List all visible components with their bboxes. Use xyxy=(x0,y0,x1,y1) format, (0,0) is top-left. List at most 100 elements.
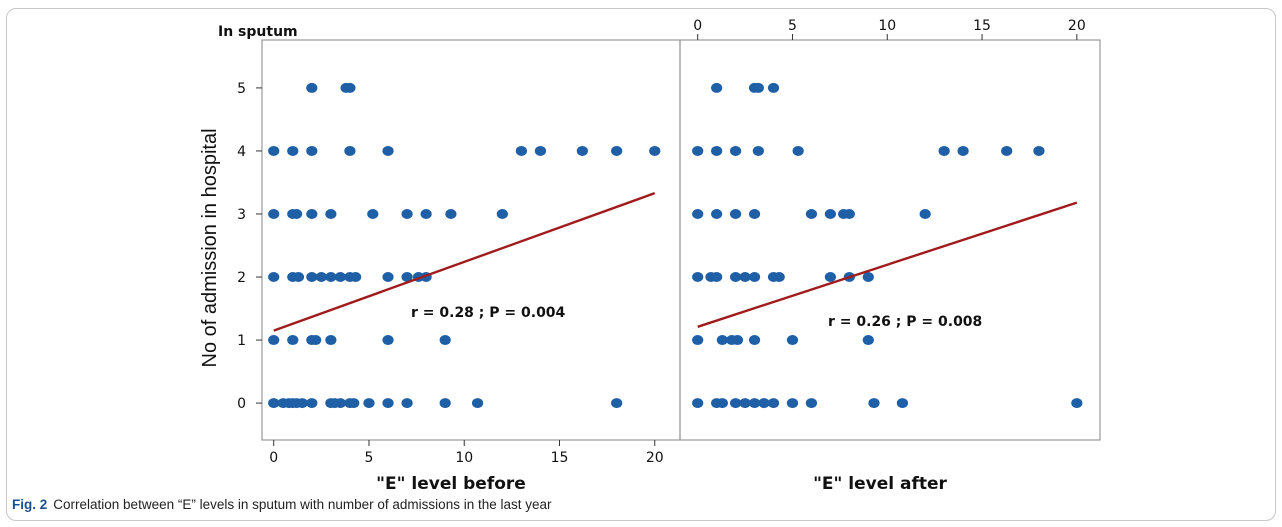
panel-2-data-point xyxy=(1071,398,1083,409)
panel-1-data-point xyxy=(306,208,318,219)
panel-1-data-point xyxy=(382,398,394,409)
panel-1-data-point xyxy=(439,398,451,409)
panel-2-data-point xyxy=(730,398,742,409)
panel-1-data-point xyxy=(268,145,280,156)
figure-caption: Fig. 2 Correlation between “E” levels in … xyxy=(12,497,552,512)
panel-1-data-point xyxy=(382,145,394,156)
panel-1-data-point xyxy=(382,272,394,283)
panel-2-data-point xyxy=(824,208,836,219)
panel-2-data-point xyxy=(716,398,728,409)
panel-1-data-point xyxy=(445,208,457,219)
panel-1-data-point xyxy=(401,272,413,283)
panel-1-data-point xyxy=(382,335,394,346)
panel-2-data-point xyxy=(896,398,909,409)
panel-1-data-point xyxy=(310,335,322,346)
panel-2-data-point xyxy=(711,272,723,283)
panel-2-data-point xyxy=(692,208,704,219)
panel-1-data-point xyxy=(306,398,318,409)
panel-2-data-point xyxy=(758,398,770,409)
panel-2-x-tick-label: 0 xyxy=(693,18,702,34)
panel-1-y-tick-label: 4 xyxy=(237,144,246,160)
panel-2-correlation-annotation: r = 0.26 ; P = 0.008 xyxy=(828,314,982,330)
panel-1-data-point xyxy=(515,145,527,156)
panel-2: 0 5 10 15 20 "E" level after r = 0.26 ; P = 0.… xyxy=(679,18,1101,494)
panel-1-y-axis-label: No of admission in hospital xyxy=(199,128,221,367)
panel-1-data-point xyxy=(401,398,413,409)
panel-1-data-point xyxy=(649,145,661,156)
panel-2-x-tick-label: 5 xyxy=(788,18,797,34)
panel-2-data-point xyxy=(862,272,874,283)
panel-1-data-point xyxy=(325,208,337,219)
caption-text: Correlation between “E” levels in sputum… xyxy=(53,497,552,512)
panel-1-data-point xyxy=(325,335,337,346)
panel-1-data-point xyxy=(367,208,379,219)
panel-2-data-point xyxy=(730,208,742,219)
panel-1-data-point xyxy=(287,145,299,156)
panel-1-y-tick-label: 5 xyxy=(237,81,246,97)
panel-2-data-point xyxy=(748,398,761,409)
panel-1-x-tick-label: 15 xyxy=(551,450,569,466)
panel-2-data-point xyxy=(957,145,969,156)
panel-1-panel-label: In sputum xyxy=(218,24,298,40)
panel-1-data-point xyxy=(306,145,318,156)
panel-1-data-point xyxy=(439,335,451,346)
panel-1-data-point xyxy=(296,398,308,409)
panel-1-x-tick-label: 5 xyxy=(365,450,374,466)
panel-2-data-point xyxy=(748,208,761,219)
panel-2-data-point xyxy=(824,272,836,283)
panel-1-data-point xyxy=(268,335,280,346)
panel-1-data-point xyxy=(306,82,318,93)
panel-2-data-point xyxy=(692,335,704,346)
panel-1-y-tick-label: 1 xyxy=(237,333,246,349)
panel-2-data-point xyxy=(919,208,931,219)
panel-1-correlation-annotation: r = 0.28 ; P = 0.004 xyxy=(411,305,566,321)
panel-2-data-point xyxy=(739,398,751,409)
panel-2-data-point xyxy=(773,272,785,283)
panel-1-y-tick-label: 0 xyxy=(237,396,246,412)
panel-1-data-point xyxy=(290,208,303,219)
panel-1-data-point xyxy=(363,398,375,409)
panel-2-data-point xyxy=(692,398,704,409)
panel-2-data-point xyxy=(711,208,723,219)
panel-1-data-point xyxy=(268,272,280,283)
panel-2-data-point xyxy=(862,335,874,346)
panel-2-data-point xyxy=(739,272,751,283)
panel-2-data-point xyxy=(730,272,742,283)
panel-2-x-tick-label: 20 xyxy=(1068,18,1086,34)
panel-2-data-point xyxy=(767,82,780,93)
panel-2-data-point xyxy=(938,145,950,156)
panel-2-data-point xyxy=(730,145,742,156)
panel-2-data-point xyxy=(731,335,744,346)
panel-2-data-point xyxy=(792,145,804,156)
panel-2-data-point xyxy=(805,208,818,219)
panel-2-x-tick-label: 10 xyxy=(878,18,896,34)
panel-2-data-point xyxy=(711,82,723,93)
panel-1-data-point xyxy=(611,398,623,409)
panel-1-data-point xyxy=(350,272,362,283)
panel-1-x-tick-label: 10 xyxy=(455,450,473,466)
panel-1-data-point xyxy=(344,145,356,156)
panel-2-data-point xyxy=(748,335,761,346)
panel-1-data-point xyxy=(344,82,356,93)
panel-1-data-point xyxy=(576,145,588,156)
figure-frame xyxy=(6,8,1276,521)
panel-1-data-point xyxy=(306,272,318,283)
panel-1-data-point xyxy=(334,398,346,409)
panel-2-data-point xyxy=(711,145,723,156)
panel-1: 0 5 10 15 20 0 1 2 3 4 5 In sputum "E" level before N… xyxy=(199,24,681,494)
panel-1-y-tick-label: 3 xyxy=(237,207,246,223)
panel-2-data-point xyxy=(692,145,704,156)
panel-2-plot-area xyxy=(679,39,1101,441)
panel-1-data-point xyxy=(471,398,484,409)
panel-1-data-point xyxy=(268,398,280,409)
panel-1-data-point xyxy=(420,208,432,219)
panel-2-data-point xyxy=(748,272,761,283)
panel-1-data-point xyxy=(348,398,360,409)
panel-2-x-axis-label: "E" level after xyxy=(813,474,947,494)
panel-1-x-tick-label: 0 xyxy=(269,450,278,466)
panel-1-data-point xyxy=(534,145,547,156)
panel-1-data-point xyxy=(325,272,337,283)
panel-1-x-tick-label: 20 xyxy=(646,450,664,466)
panel-2-data-point xyxy=(716,335,728,346)
panel-1-data-point xyxy=(334,272,346,283)
